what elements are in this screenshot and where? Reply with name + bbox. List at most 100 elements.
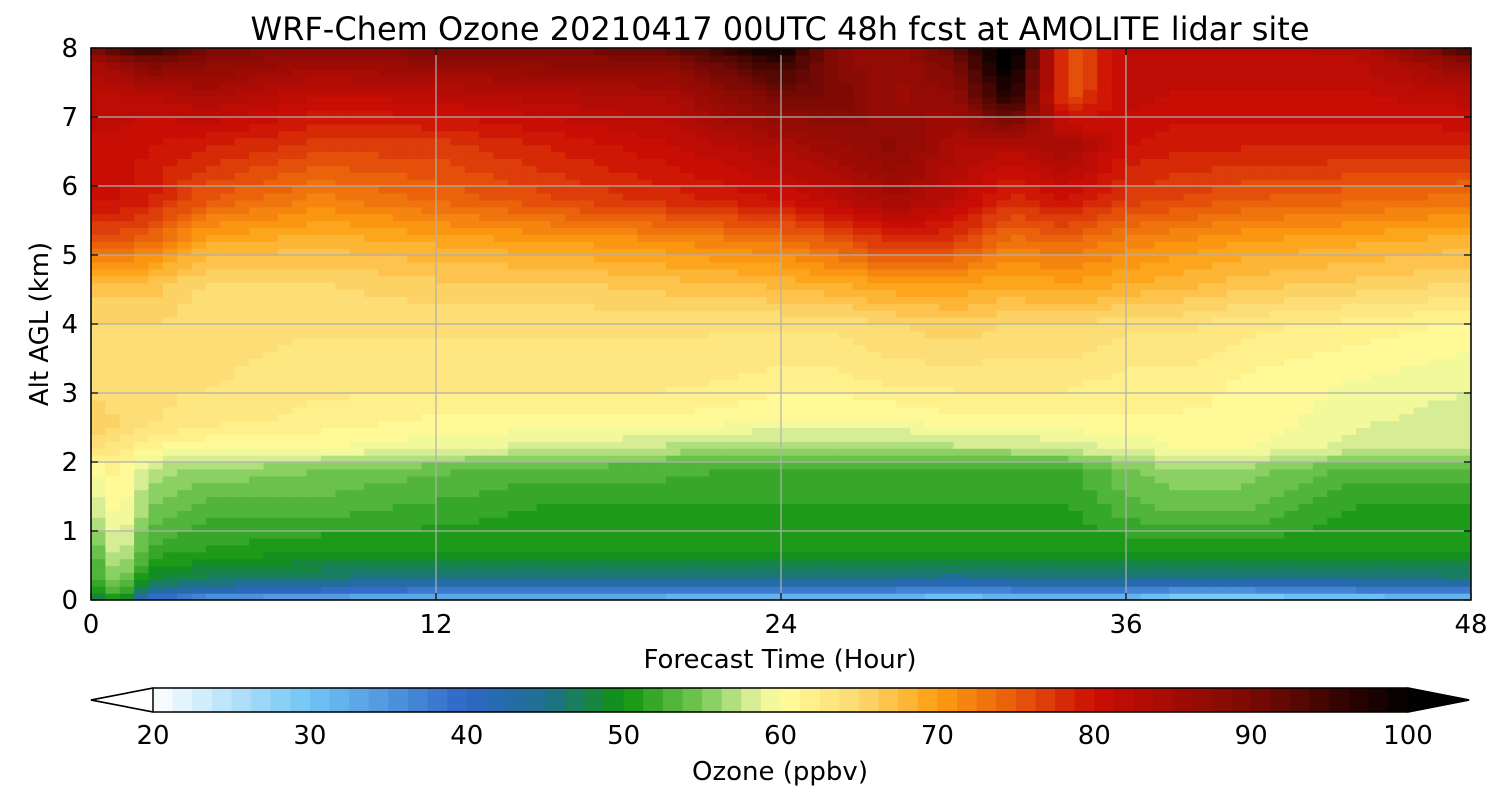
heatmap-cell xyxy=(651,268,667,277)
heatmap-cell xyxy=(407,399,423,408)
heatmap-cell xyxy=(594,399,610,408)
heatmap-cell xyxy=(91,358,106,366)
heatmap-cell xyxy=(407,503,423,511)
heatmap-cell xyxy=(680,399,696,408)
heatmap-cell xyxy=(651,524,667,532)
heatmap-cell xyxy=(1427,517,1443,525)
heatmap-cell xyxy=(464,455,480,463)
heatmap-cell xyxy=(781,379,796,387)
heatmap-cell xyxy=(1068,544,1084,553)
heatmap-cell xyxy=(1298,434,1314,442)
heatmap-cell xyxy=(263,317,279,325)
heatmap-cell xyxy=(349,255,365,263)
heatmap-cell xyxy=(852,310,868,318)
heatmap-cell xyxy=(436,551,451,560)
heatmap-cell xyxy=(191,275,207,284)
heatmap-cell xyxy=(407,393,423,401)
heatmap-cell xyxy=(910,365,926,373)
heatmap-cell xyxy=(105,586,121,594)
heatmap-cell xyxy=(249,503,265,511)
heatmap-cell xyxy=(1097,406,1113,415)
heatmap-cell xyxy=(881,310,897,318)
heatmap-cell xyxy=(1226,310,1242,318)
heatmap-cell xyxy=(1068,248,1084,256)
heatmap-cell xyxy=(1370,393,1386,401)
heatmap-cell xyxy=(1298,558,1314,567)
heatmap-cell xyxy=(781,324,796,332)
heatmap-cell xyxy=(608,524,624,532)
heatmap-cell xyxy=(436,441,451,449)
heatmap-cell xyxy=(881,337,897,346)
heatmap-cell xyxy=(162,455,178,463)
heatmap-cell xyxy=(953,441,969,449)
heatmap-cell xyxy=(1341,241,1357,249)
heatmap-cell xyxy=(1025,393,1041,401)
heatmap-cell xyxy=(105,503,121,511)
heatmap-cell xyxy=(1456,462,1471,470)
heatmap-cell xyxy=(220,524,236,532)
heatmap-cell xyxy=(522,393,538,401)
heatmap-cell xyxy=(1356,379,1371,387)
heatmap-cell xyxy=(1427,289,1443,297)
heatmap-cell xyxy=(392,365,408,373)
heatmap-cell xyxy=(1197,386,1213,394)
heatmap-cell xyxy=(1011,379,1026,387)
heatmap-cell xyxy=(349,393,365,401)
heatmap-cell xyxy=(234,462,250,470)
heatmap-cell xyxy=(910,317,926,325)
heatmap-cell xyxy=(637,427,653,435)
heatmap-cell xyxy=(867,324,883,332)
heatmap-cell xyxy=(1111,255,1127,263)
heatmap-cell xyxy=(666,565,681,573)
heatmap-cell xyxy=(651,324,667,332)
heatmap-cell xyxy=(1384,344,1400,353)
heatmap-cell xyxy=(1241,248,1256,256)
heatmap-cell xyxy=(1212,579,1228,587)
heatmap-cell xyxy=(852,296,868,304)
heatmap-cell xyxy=(148,234,164,242)
heatmap-cell xyxy=(1327,303,1343,311)
heatmap-cell xyxy=(191,344,207,353)
heatmap-cell xyxy=(1111,303,1127,311)
heatmap-cell xyxy=(795,248,811,256)
heatmap-cell xyxy=(1413,303,1429,311)
heatmap-cell xyxy=(651,393,667,401)
heatmap-cell xyxy=(119,413,135,422)
heatmap-cell xyxy=(1442,358,1458,366)
heatmap-cell xyxy=(910,462,926,470)
heatmap-cell xyxy=(752,475,768,484)
heatmap-cell xyxy=(392,455,408,463)
heatmap-cell xyxy=(781,372,796,380)
heatmap-cell xyxy=(450,586,466,594)
heatmap-cell xyxy=(622,255,638,263)
heatmap-cell xyxy=(1068,503,1084,511)
heatmap-cell xyxy=(1284,351,1300,360)
heatmap-cell xyxy=(982,275,998,284)
heatmap-cell xyxy=(277,241,293,249)
heatmap-cell xyxy=(1327,427,1343,435)
heatmap-cell xyxy=(234,296,250,304)
heatmap-cell xyxy=(378,337,394,346)
heatmap-cell xyxy=(1298,372,1314,380)
heatmap-cell xyxy=(680,558,696,567)
heatmap-cell xyxy=(709,275,725,284)
heatmap-cell xyxy=(191,372,207,380)
heatmap-cell xyxy=(1140,303,1156,311)
heatmap-cell xyxy=(1140,372,1156,380)
heatmap-cell xyxy=(464,544,480,553)
heatmap-cell xyxy=(737,351,753,360)
heatmap-cell xyxy=(536,358,552,366)
heatmap-cell xyxy=(1341,510,1357,518)
heatmap-cell xyxy=(464,489,480,498)
heatmap-cell xyxy=(479,537,495,546)
heatmap-cell xyxy=(694,241,710,249)
heatmap-cell xyxy=(1413,572,1429,580)
heatmap-cell xyxy=(795,531,811,539)
heatmap-cell xyxy=(737,579,753,587)
heatmap-cell xyxy=(1384,386,1400,394)
heatmap-cell xyxy=(982,468,998,477)
heatmap-cell xyxy=(134,420,150,429)
heatmap-cell xyxy=(507,551,523,560)
heatmap-cell xyxy=(809,372,825,380)
heatmap-cell xyxy=(507,448,523,456)
